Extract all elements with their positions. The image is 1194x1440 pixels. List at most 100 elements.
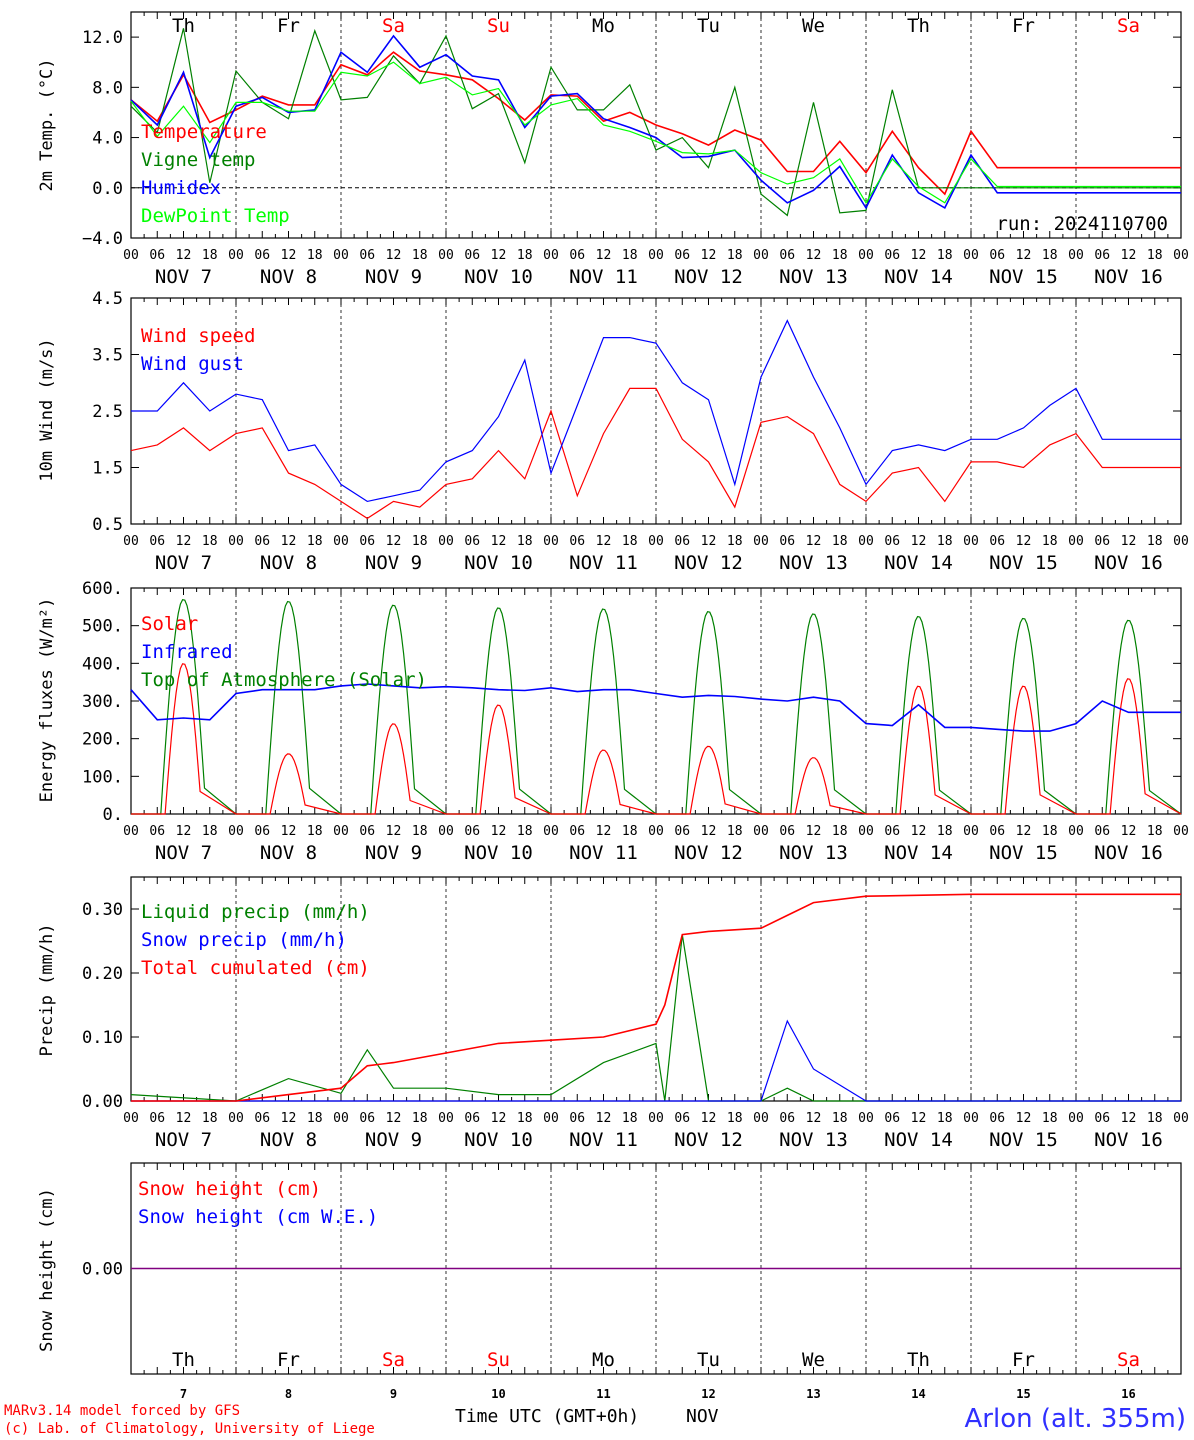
station-name: Arlon (alt. 355m): [964, 1404, 1186, 1434]
hour-tick-label: 12: [911, 1111, 927, 1126]
series-wind-gust: [131, 319, 1181, 503]
hour-tick-label: 12: [281, 248, 297, 263]
run-label: run: 2024110700: [996, 213, 1168, 235]
day-number: 14: [911, 1387, 925, 1401]
legend-entry: Vigne temp: [141, 149, 255, 171]
hour-tick-label: 12: [806, 248, 822, 263]
day-name-bottom: Fr: [1012, 1349, 1035, 1371]
date-label: NOV 12: [674, 1129, 743, 1151]
hour-tick-label: 00: [753, 248, 769, 263]
hour-tick-label: 12: [1121, 824, 1137, 839]
hour-tick-label: 12: [596, 1111, 612, 1126]
hour-tick-label: 12: [281, 824, 297, 839]
hour-tick-label: 06: [884, 534, 900, 549]
hour-tick-label: 00: [1173, 248, 1189, 263]
hour-tick-label: 06: [359, 824, 375, 839]
hour-tick-label: 06: [464, 248, 480, 263]
y-tick-label: 4.5: [92, 289, 123, 309]
hour-tick-label: 12: [701, 534, 717, 549]
series-liquid: [130, 934, 1181, 1102]
hour-tick-label: 12: [386, 1111, 402, 1126]
legend-entry: Snow height (cm W.E.): [138, 1206, 378, 1228]
hour-tick-label: 00: [333, 1111, 349, 1126]
hour-tick-label: 18: [202, 824, 218, 839]
hour-tick-label: 18: [307, 248, 323, 263]
hour-tick-label: 18: [412, 534, 428, 549]
hour-tick-label: 06: [254, 1111, 270, 1126]
hour-tick-label: 00: [543, 1111, 559, 1126]
hour-tick-label: 06: [884, 1111, 900, 1126]
y-tick-label: 0.00: [82, 1092, 123, 1112]
hour-tick-label: 12: [491, 1111, 507, 1126]
hour-tick-label: 18: [622, 824, 638, 839]
date-label: NOV 11: [569, 1129, 638, 1151]
date-label: NOV 14: [884, 266, 953, 288]
date-label: NOV 7: [155, 1129, 212, 1151]
hour-tick-label: 06: [149, 248, 165, 263]
date-label: NOV 9: [365, 552, 422, 574]
day-name-bottom: Th: [907, 1349, 930, 1371]
hour-tick-label: 18: [937, 1111, 953, 1126]
legend-entry: Snow height (cm): [138, 1178, 321, 1200]
hour-tick-label: 00: [123, 534, 139, 549]
y-tick-label: 0.10: [82, 1028, 123, 1048]
hour-tick-label: 18: [202, 534, 218, 549]
hour-tick-label: 00: [963, 248, 979, 263]
day-name: Sa: [1117, 15, 1140, 37]
hour-tick-label: 06: [989, 534, 1005, 549]
y-axis-label: Energy fluxes (W/m²): [37, 598, 57, 803]
hour-tick-label: 06: [569, 824, 585, 839]
hour-tick-label: 18: [412, 1111, 428, 1126]
day-number: 12: [701, 1387, 715, 1401]
series-temperature: [130, 51, 1181, 196]
hour-tick-label: 06: [254, 824, 270, 839]
date-label: NOV 7: [155, 266, 212, 288]
hour-tick-label: 00: [438, 248, 454, 263]
date-label: NOV 10: [464, 552, 533, 574]
hour-tick-label: 12: [911, 534, 927, 549]
day-name-bottom: Sa: [1117, 1349, 1140, 1371]
y-axis-label: 2m Temp. (°C): [37, 58, 57, 191]
date-label: NOV 10: [464, 266, 533, 288]
day-name: Th: [907, 15, 930, 37]
date-label: NOV 13: [779, 266, 848, 288]
hour-tick-label: 12: [281, 1111, 297, 1126]
legend-entry: Humidex: [141, 177, 221, 199]
hour-tick-label: 12: [701, 1111, 717, 1126]
day-name: Fr: [1012, 15, 1035, 37]
hour-tick-label: 00: [1068, 1111, 1084, 1126]
hour-tick-label: 18: [832, 248, 848, 263]
hour-tick-label: 18: [517, 1111, 533, 1126]
date-label: NOV 15: [989, 552, 1058, 574]
hour-tick-label: 06: [674, 248, 690, 263]
hour-tick-label: 18: [727, 1111, 743, 1126]
hour-tick-label: 00: [228, 824, 244, 839]
hour-tick-label: 18: [622, 1111, 638, 1126]
day-name-bottom: Su: [487, 1349, 510, 1371]
hour-tick-label: 12: [1121, 248, 1137, 263]
hour-tick-label: 18: [1042, 824, 1058, 839]
date-label: NOV 15: [989, 842, 1058, 864]
hour-tick-label: 18: [202, 1111, 218, 1126]
y-tick-label: 8.0: [92, 78, 123, 98]
legend-entry: Temperature: [141, 121, 267, 143]
y-axis-label: 10m Wind (m/s): [37, 338, 57, 481]
day-name: Su: [487, 15, 510, 37]
hour-tick-label: 00: [858, 1111, 874, 1126]
hour-tick-label: 00: [1068, 534, 1084, 549]
hour-tick-label: 12: [701, 248, 717, 263]
hour-tick-label: 06: [464, 534, 480, 549]
y-axis-label: Precip (mm/h): [37, 923, 57, 1056]
hour-tick-label: 18: [202, 248, 218, 263]
hour-tick-label: 12: [701, 824, 717, 839]
hour-tick-label: 00: [753, 1111, 769, 1126]
hour-tick-label: 12: [596, 534, 612, 549]
y-tick-label: 4.0: [92, 129, 123, 149]
y-tick-label: 0.00: [82, 1260, 123, 1280]
hour-tick-label: 06: [1094, 248, 1110, 263]
hour-tick-label: 06: [254, 534, 270, 549]
hour-tick-label: 00: [753, 534, 769, 549]
y-tick-label: 2.5: [92, 402, 123, 422]
date-label: NOV 7: [155, 842, 212, 864]
